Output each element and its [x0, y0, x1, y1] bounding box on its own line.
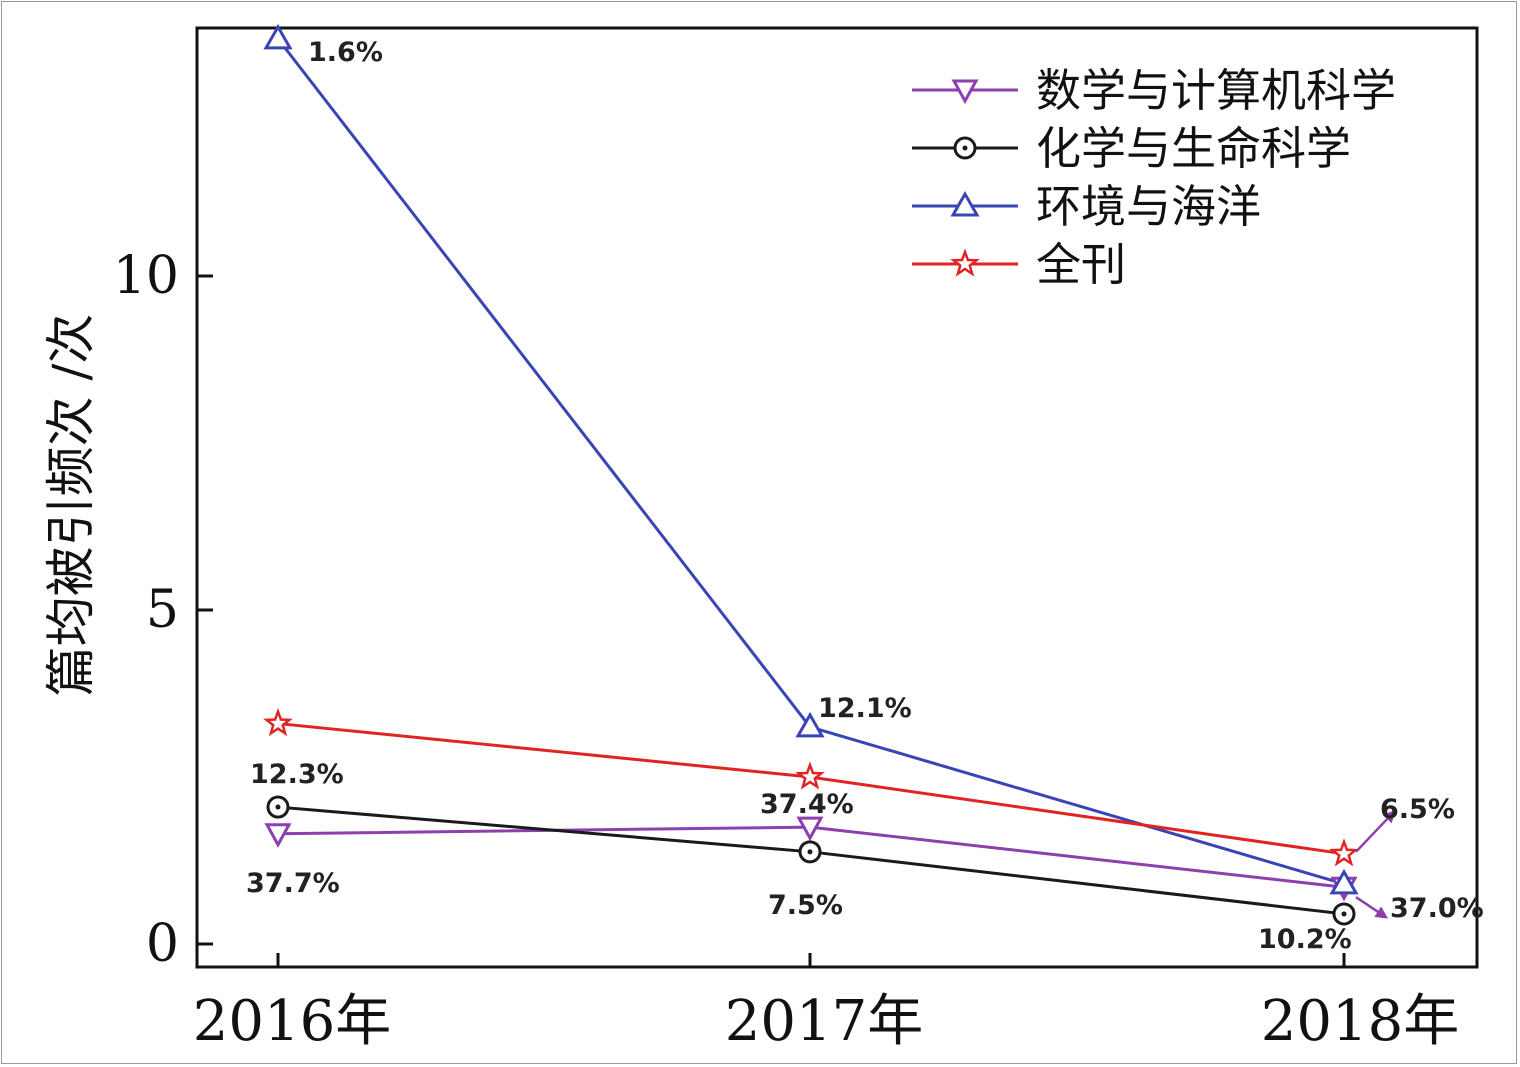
annotation-arrow: [1355, 896, 1389, 919]
legend-entry: 环境与海洋: [912, 180, 1261, 233]
legend-marker: [950, 190, 980, 217]
data-label: 1.6%: [308, 37, 383, 68]
annotation-arrow: [1355, 810, 1396, 853]
data-point: [264, 823, 292, 848]
data-point: [798, 840, 822, 864]
data-point: [1329, 838, 1359, 867]
data-label: 7.5%: [768, 890, 843, 921]
legend-marker: [951, 79, 979, 105]
data-label: 37.4%: [760, 789, 854, 820]
legend-label: 环境与海洋: [1036, 180, 1261, 233]
data-label: 6.5%: [1380, 794, 1455, 825]
legend-marker: [953, 136, 977, 160]
data-label: 10.2%: [1258, 924, 1352, 955]
legend-marker: [950, 248, 980, 277]
data-point: [1332, 902, 1356, 926]
x-tick-label: 2017年: [725, 989, 924, 1054]
data-point: [263, 707, 293, 737]
x-tick-label: 2016年: [193, 989, 392, 1054]
data-label: 12.1%: [818, 693, 912, 724]
data-point: [266, 795, 290, 819]
data-point: [795, 711, 825, 738]
legend-entry: 化学与生命科学: [912, 122, 1351, 175]
data-label: 37.0%: [1390, 893, 1484, 924]
y-tick-label: 10: [113, 246, 179, 306]
data-point: [263, 23, 293, 50]
data-label: 12.3%: [250, 759, 344, 790]
legend-entry: 全刊: [912, 238, 1126, 291]
legend-entry: 数学与计算机科学: [912, 64, 1396, 117]
data-point: [795, 761, 825, 790]
y-tick-label: 5: [146, 580, 179, 640]
legend-label: 全刊: [1036, 238, 1126, 291]
data-label: 37.7%: [246, 868, 340, 899]
y-tick-label: 0: [146, 914, 179, 974]
legend-label: 数学与计算机科学: [1036, 64, 1396, 117]
data-point: [1329, 868, 1359, 895]
x-tick-label: 2018年: [1261, 989, 1460, 1054]
legend-label: 化学与生命科学: [1036, 122, 1351, 175]
data-point: [796, 816, 824, 842]
plot-area-border: [195, 26, 1479, 969]
y-axis-label: 篇均被引频次 /次: [42, 314, 100, 697]
